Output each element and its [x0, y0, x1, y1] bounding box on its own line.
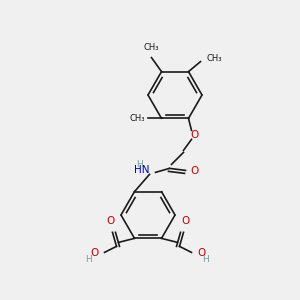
Text: O: O: [190, 167, 199, 176]
Text: O: O: [90, 248, 98, 258]
Text: O: O: [106, 216, 115, 226]
Text: O: O: [182, 216, 190, 226]
Text: H: H: [136, 160, 143, 169]
Text: CH₃: CH₃: [130, 114, 146, 123]
Text: O: O: [190, 130, 199, 140]
Text: H: H: [202, 255, 209, 264]
Text: HN: HN: [134, 165, 149, 176]
Text: CH₃: CH₃: [144, 43, 159, 52]
Text: H: H: [85, 255, 92, 264]
Text: CH₃: CH₃: [206, 54, 222, 63]
Text: O: O: [197, 248, 206, 258]
